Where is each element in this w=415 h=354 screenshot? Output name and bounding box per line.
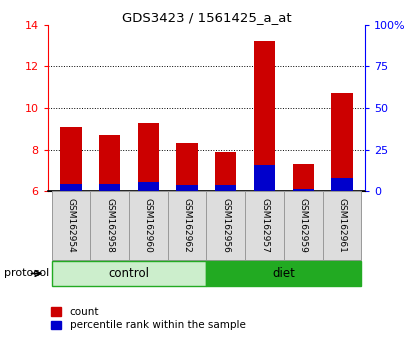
Bar	[293, 189, 314, 191]
Bar	[176, 143, 198, 191]
Bar	[322, 191, 361, 260]
Text: control: control	[109, 267, 149, 280]
Bar	[138, 122, 159, 191]
Text: GSM162954: GSM162954	[66, 198, 76, 253]
Bar	[254, 165, 275, 191]
Legend: count, percentile rank within the sample: count, percentile rank within the sample	[47, 303, 250, 335]
Bar	[254, 41, 275, 191]
Bar	[207, 261, 361, 286]
Text: GSM162958: GSM162958	[105, 198, 114, 253]
Text: GSM162959: GSM162959	[299, 198, 308, 253]
Text: GSM162957: GSM162957	[260, 198, 269, 253]
Bar	[168, 191, 207, 260]
Title: GDS3423 / 1561425_a_at: GDS3423 / 1561425_a_at	[122, 11, 291, 24]
Bar	[215, 152, 237, 191]
Bar	[331, 178, 353, 191]
Bar	[176, 185, 198, 191]
Bar	[51, 191, 90, 260]
Text: GSM162962: GSM162962	[183, 198, 192, 253]
Bar	[207, 191, 245, 260]
Text: protocol: protocol	[4, 268, 49, 279]
Text: GSM162960: GSM162960	[144, 198, 153, 253]
Bar	[284, 191, 322, 260]
Bar	[60, 127, 82, 191]
Bar	[99, 184, 120, 191]
Bar	[129, 191, 168, 260]
Bar	[215, 185, 237, 191]
Bar	[138, 182, 159, 191]
Bar	[293, 164, 314, 191]
Text: GSM162961: GSM162961	[337, 198, 347, 253]
Bar	[90, 191, 129, 260]
Text: GSM162956: GSM162956	[221, 198, 230, 253]
Bar	[331, 93, 353, 191]
Text: diet: diet	[273, 267, 295, 280]
Bar	[245, 191, 284, 260]
Bar	[99, 135, 120, 191]
Bar	[60, 184, 82, 191]
Bar	[51, 261, 207, 286]
